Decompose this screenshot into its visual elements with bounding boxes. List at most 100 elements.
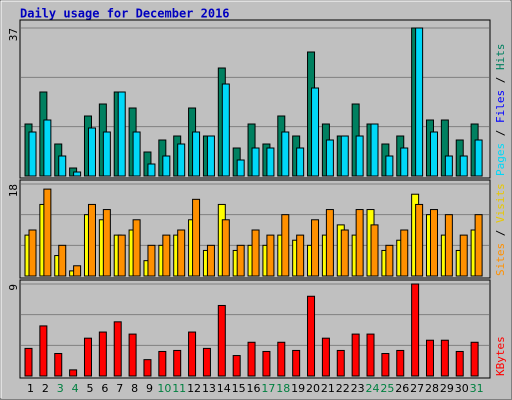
bar: [147, 163, 156, 177]
bar: [296, 147, 305, 177]
bar: [143, 359, 152, 377]
bar: [277, 341, 286, 377]
x-tick-label: 28: [425, 382, 439, 395]
bar: [217, 304, 226, 377]
bar: [58, 244, 67, 277]
bar: [307, 295, 316, 377]
x-tick-label: 10: [157, 382, 171, 395]
bar: [192, 131, 201, 177]
bar: [474, 139, 483, 177]
bar: [128, 333, 137, 377]
chart-title: Daily usage for December 2016: [20, 7, 230, 21]
x-tick-label: 21: [321, 382, 335, 395]
bar: [400, 147, 409, 177]
bar: [132, 131, 141, 177]
bar: [425, 339, 434, 377]
x-tick-label: 9: [146, 382, 153, 395]
x-tick-label: 1: [27, 382, 34, 395]
x-tick-label: 11: [172, 382, 186, 395]
bar: [43, 119, 52, 177]
x-tick-label: 8: [131, 382, 138, 395]
bar: [444, 214, 453, 277]
bar: [296, 234, 305, 277]
bar: [102, 209, 111, 277]
bar: [429, 209, 438, 277]
bar: [459, 155, 468, 177]
bar: [455, 350, 464, 377]
legend: Sites / Visits: [494, 183, 507, 276]
bar: [400, 229, 409, 277]
bar: [188, 331, 197, 377]
y-tick-label: 18: [7, 184, 20, 197]
x-tick-label: 23: [351, 382, 365, 395]
bar: [251, 147, 260, 177]
bar: [396, 349, 405, 377]
bar: [266, 234, 275, 277]
bar: [117, 91, 126, 177]
bar: [236, 159, 245, 177]
bar: [321, 337, 330, 377]
bar: [24, 347, 33, 377]
y-tick-label: 9: [7, 284, 20, 291]
bar: [177, 229, 186, 277]
bar: [281, 131, 290, 177]
bar: [385, 155, 394, 177]
x-tick-label: 25: [380, 382, 394, 395]
bar: [177, 143, 186, 177]
bar: [470, 341, 479, 377]
bar: [173, 349, 182, 377]
x-tick-label: 15: [232, 382, 246, 395]
x-tick-label: 7: [116, 382, 123, 395]
bar: [28, 229, 37, 277]
bar: [429, 131, 438, 177]
legend: KBytes: [494, 336, 507, 376]
bar: [355, 135, 364, 177]
bar: [73, 171, 82, 177]
x-tick-label: 31: [470, 382, 484, 395]
bar: [251, 229, 260, 277]
bar: [39, 325, 48, 377]
bar: [73, 265, 82, 277]
legend-entry: KBytes: [494, 336, 507, 376]
bar: [202, 347, 211, 377]
bar: [69, 369, 78, 377]
bar: [87, 203, 96, 277]
x-tick-label: 16: [247, 382, 261, 395]
legend-separator: /: [494, 70, 507, 90]
bar: [415, 203, 424, 277]
bar: [370, 224, 379, 277]
legend-separator: /: [494, 223, 507, 243]
legend-entry: Sites: [494, 243, 507, 276]
bar: [206, 244, 215, 277]
x-tick-label: 27: [410, 382, 424, 395]
legend-entry: Hits: [494, 44, 507, 71]
bar: [102, 131, 111, 177]
bar: [83, 337, 92, 377]
bar: [355, 209, 364, 277]
y-tick-label: 37: [7, 28, 20, 41]
x-tick-label: 26: [395, 382, 409, 395]
bar: [147, 244, 156, 277]
x-tick-label: 19: [291, 382, 305, 395]
x-tick-label: 29: [440, 382, 454, 395]
bar: [158, 350, 167, 377]
bar: [87, 127, 96, 177]
bar: [325, 209, 334, 277]
x-tick-label: 5: [86, 382, 93, 395]
bar: [444, 155, 453, 177]
legend-separator: /: [494, 123, 507, 143]
x-tick-label: 24: [366, 382, 380, 395]
bar: [440, 339, 449, 377]
x-tick-label: 14: [217, 382, 231, 395]
bar: [474, 214, 483, 277]
bar: [366, 333, 375, 377]
x-tick-label: 3: [57, 382, 64, 395]
bar: [311, 219, 320, 277]
bar: [266, 147, 275, 177]
bar: [43, 188, 52, 277]
bar: [162, 234, 171, 277]
bar: [162, 155, 171, 177]
bar: [236, 244, 245, 277]
bar: [28, 131, 37, 177]
